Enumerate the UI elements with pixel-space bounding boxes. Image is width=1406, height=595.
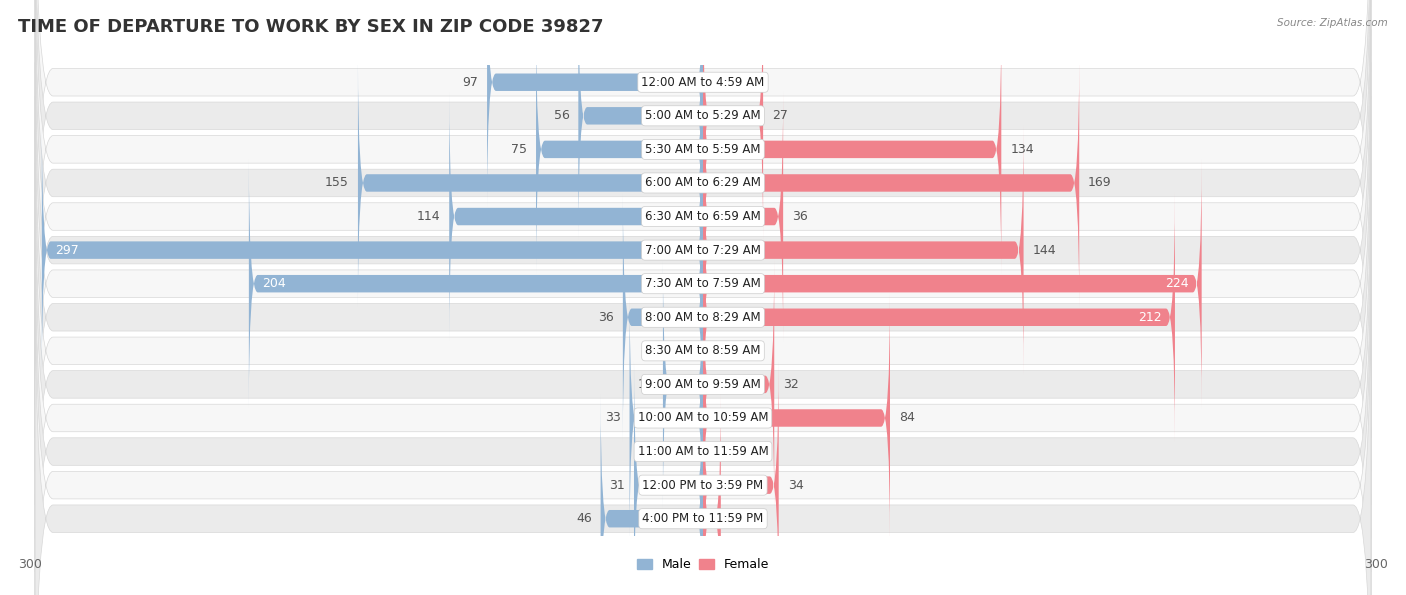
FancyBboxPatch shape — [703, 359, 779, 595]
FancyBboxPatch shape — [703, 259, 775, 510]
Text: 8:00 AM to 8:29 AM: 8:00 AM to 8:29 AM — [645, 311, 761, 324]
Text: 0: 0 — [711, 76, 720, 89]
FancyBboxPatch shape — [662, 259, 703, 510]
FancyBboxPatch shape — [703, 24, 1001, 275]
FancyBboxPatch shape — [35, 264, 1371, 595]
Text: 6:00 AM to 6:29 AM: 6:00 AM to 6:29 AM — [645, 177, 761, 189]
FancyBboxPatch shape — [634, 359, 703, 595]
FancyBboxPatch shape — [703, 57, 1080, 309]
Text: 6:30 AM to 6:59 AM: 6:30 AM to 6:59 AM — [645, 210, 761, 223]
FancyBboxPatch shape — [623, 192, 703, 443]
FancyBboxPatch shape — [35, 0, 1371, 438]
Text: 8:30 AM to 8:59 AM: 8:30 AM to 8:59 AM — [645, 345, 761, 358]
Text: 134: 134 — [1010, 143, 1033, 156]
FancyBboxPatch shape — [35, 0, 1371, 404]
FancyBboxPatch shape — [35, 0, 1371, 471]
Text: 0: 0 — [686, 345, 695, 358]
FancyBboxPatch shape — [536, 24, 703, 275]
FancyBboxPatch shape — [630, 292, 703, 544]
FancyBboxPatch shape — [703, 0, 763, 242]
Text: 36: 36 — [792, 210, 808, 223]
Text: 10:00 AM to 10:59 AM: 10:00 AM to 10:59 AM — [638, 412, 768, 424]
FancyBboxPatch shape — [703, 91, 783, 342]
FancyBboxPatch shape — [35, 163, 1371, 595]
FancyBboxPatch shape — [35, 0, 1371, 337]
Text: 5:30 AM to 5:59 AM: 5:30 AM to 5:59 AM — [645, 143, 761, 156]
Text: 97: 97 — [463, 76, 478, 89]
FancyBboxPatch shape — [703, 124, 1024, 375]
Text: 300: 300 — [1364, 558, 1388, 571]
Text: 224: 224 — [1164, 277, 1188, 290]
Text: 8: 8 — [730, 512, 738, 525]
Text: 0: 0 — [711, 345, 720, 358]
FancyBboxPatch shape — [35, 130, 1371, 595]
FancyBboxPatch shape — [486, 0, 703, 208]
FancyBboxPatch shape — [600, 393, 703, 595]
FancyBboxPatch shape — [578, 0, 703, 242]
Text: 36: 36 — [598, 311, 614, 324]
Text: 144: 144 — [1032, 243, 1056, 256]
Text: 75: 75 — [512, 143, 527, 156]
FancyBboxPatch shape — [703, 192, 1175, 443]
FancyBboxPatch shape — [35, 197, 1371, 595]
Text: 0: 0 — [686, 445, 695, 458]
Text: 212: 212 — [1137, 311, 1161, 324]
Text: 31: 31 — [609, 478, 626, 491]
Text: 27: 27 — [772, 109, 787, 123]
Text: 155: 155 — [325, 177, 349, 189]
FancyBboxPatch shape — [703, 393, 721, 595]
FancyBboxPatch shape — [35, 0, 1371, 371]
Text: 0: 0 — [711, 445, 720, 458]
Text: 56: 56 — [554, 109, 569, 123]
FancyBboxPatch shape — [703, 292, 890, 544]
Text: 7:30 AM to 7:59 AM: 7:30 AM to 7:59 AM — [645, 277, 761, 290]
Text: 204: 204 — [262, 277, 285, 290]
Text: 114: 114 — [416, 210, 440, 223]
FancyBboxPatch shape — [35, 96, 1371, 595]
Text: 84: 84 — [898, 412, 915, 424]
Text: 32: 32 — [783, 378, 799, 391]
FancyBboxPatch shape — [703, 158, 1202, 409]
FancyBboxPatch shape — [35, 29, 1371, 538]
FancyBboxPatch shape — [35, 230, 1371, 595]
FancyBboxPatch shape — [35, 0, 1371, 505]
FancyBboxPatch shape — [35, 62, 1371, 572]
FancyBboxPatch shape — [359, 57, 703, 309]
Text: Source: ZipAtlas.com: Source: ZipAtlas.com — [1277, 18, 1388, 28]
Text: 12:00 PM to 3:59 PM: 12:00 PM to 3:59 PM — [643, 478, 763, 491]
Text: 34: 34 — [787, 478, 803, 491]
Text: 46: 46 — [576, 512, 592, 525]
Text: 300: 300 — [18, 558, 42, 571]
FancyBboxPatch shape — [449, 91, 703, 342]
Text: TIME OF DEPARTURE TO WORK BY SEX IN ZIP CODE 39827: TIME OF DEPARTURE TO WORK BY SEX IN ZIP … — [18, 18, 603, 36]
Text: 4:00 PM to 11:59 PM: 4:00 PM to 11:59 PM — [643, 512, 763, 525]
Text: 12:00 AM to 4:59 AM: 12:00 AM to 4:59 AM — [641, 76, 765, 89]
FancyBboxPatch shape — [249, 158, 703, 409]
Text: 33: 33 — [605, 412, 620, 424]
Text: 297: 297 — [55, 243, 79, 256]
Text: 18: 18 — [638, 378, 654, 391]
Text: 7:00 AM to 7:29 AM: 7:00 AM to 7:29 AM — [645, 243, 761, 256]
Text: 5:00 AM to 5:29 AM: 5:00 AM to 5:29 AM — [645, 109, 761, 123]
Legend: Male, Female: Male, Female — [631, 553, 775, 576]
Text: 11:00 AM to 11:59 AM: 11:00 AM to 11:59 AM — [638, 445, 768, 458]
Text: 169: 169 — [1088, 177, 1112, 189]
FancyBboxPatch shape — [42, 124, 703, 375]
Text: 9:00 AM to 9:59 AM: 9:00 AM to 9:59 AM — [645, 378, 761, 391]
